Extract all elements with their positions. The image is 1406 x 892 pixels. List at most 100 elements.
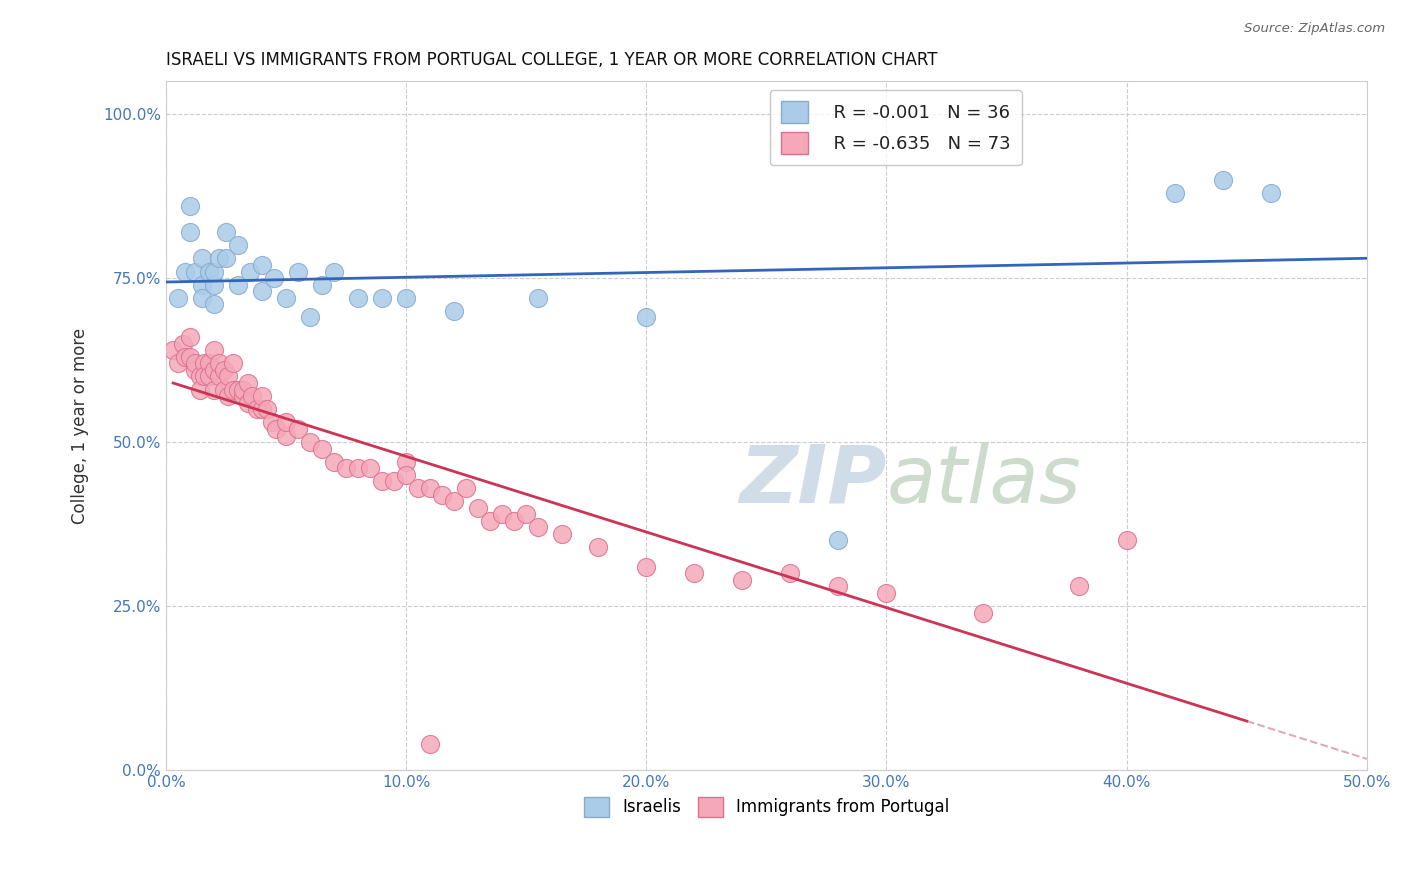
Point xyxy=(779,566,801,581)
Point xyxy=(198,369,221,384)
Point xyxy=(226,383,249,397)
Point xyxy=(212,383,235,397)
Point xyxy=(347,461,370,475)
Point xyxy=(179,225,201,239)
Point xyxy=(406,481,429,495)
Point xyxy=(527,291,550,305)
Point xyxy=(226,238,249,252)
Point xyxy=(323,455,346,469)
Point xyxy=(731,573,754,587)
Point xyxy=(456,481,478,495)
Point xyxy=(479,514,502,528)
Point xyxy=(491,507,513,521)
Point xyxy=(246,402,269,417)
Point xyxy=(263,271,285,285)
Point xyxy=(827,533,849,548)
Point xyxy=(239,264,262,278)
Point xyxy=(419,737,441,751)
Point xyxy=(174,350,197,364)
Point xyxy=(236,395,259,409)
Point xyxy=(274,291,297,305)
Point xyxy=(311,442,333,456)
Point xyxy=(250,402,273,417)
Point xyxy=(371,475,394,489)
Point xyxy=(215,225,238,239)
Point xyxy=(208,252,231,266)
Point xyxy=(184,264,207,278)
Point xyxy=(274,428,297,442)
Point xyxy=(1115,533,1137,548)
Point xyxy=(162,343,184,358)
Point xyxy=(443,304,465,318)
Point xyxy=(232,389,254,403)
Point xyxy=(299,310,322,325)
Point xyxy=(222,356,245,370)
Point xyxy=(242,389,264,403)
Point xyxy=(167,356,190,370)
Point xyxy=(299,435,322,450)
Point xyxy=(179,350,201,364)
Point xyxy=(191,291,214,305)
Point xyxy=(876,586,898,600)
Point xyxy=(430,487,453,501)
Point xyxy=(184,363,207,377)
Text: atlas: atlas xyxy=(887,442,1081,520)
Point xyxy=(188,383,211,397)
Point xyxy=(193,356,215,370)
Point xyxy=(323,264,346,278)
Point xyxy=(198,264,221,278)
Point xyxy=(260,416,283,430)
Point xyxy=(515,507,537,521)
Text: ZIP: ZIP xyxy=(740,442,887,520)
Point xyxy=(191,252,214,266)
Point xyxy=(232,383,254,397)
Point xyxy=(202,343,225,358)
Point xyxy=(467,500,489,515)
Point xyxy=(636,559,658,574)
Point xyxy=(250,389,273,403)
Point xyxy=(202,363,225,377)
Point xyxy=(174,264,197,278)
Point xyxy=(266,422,288,436)
Point xyxy=(236,376,259,390)
Point xyxy=(184,356,207,370)
Point xyxy=(1067,579,1090,593)
Point xyxy=(551,527,574,541)
Point xyxy=(287,264,309,278)
Point xyxy=(287,422,309,436)
Point xyxy=(250,258,273,272)
Point xyxy=(335,461,357,475)
Point xyxy=(202,277,225,292)
Point xyxy=(172,336,194,351)
Point xyxy=(208,356,231,370)
Point xyxy=(527,520,550,534)
Point xyxy=(208,369,231,384)
Point xyxy=(827,579,849,593)
Point xyxy=(188,369,211,384)
Point xyxy=(1260,186,1282,200)
Point xyxy=(419,481,441,495)
Point xyxy=(311,277,333,292)
Point xyxy=(202,297,225,311)
Point xyxy=(167,291,190,305)
Point xyxy=(222,383,245,397)
Point xyxy=(382,475,405,489)
Point xyxy=(198,356,221,370)
Legend: Israelis, Immigrants from Portugal: Israelis, Immigrants from Portugal xyxy=(576,790,956,823)
Point xyxy=(503,514,526,528)
Point xyxy=(683,566,706,581)
Point xyxy=(443,494,465,508)
Point xyxy=(215,252,238,266)
Point xyxy=(588,540,610,554)
Point xyxy=(202,264,225,278)
Text: ISRAELI VS IMMIGRANTS FROM PORTUGAL COLLEGE, 1 YEAR OR MORE CORRELATION CHART: ISRAELI VS IMMIGRANTS FROM PORTUGAL COLL… xyxy=(166,51,938,69)
Point xyxy=(371,291,394,305)
Point xyxy=(347,291,370,305)
Point xyxy=(1212,172,1234,186)
Point xyxy=(636,310,658,325)
Point xyxy=(191,277,214,292)
Point xyxy=(179,330,201,344)
Point xyxy=(250,284,273,298)
Point xyxy=(217,369,239,384)
Point xyxy=(395,467,418,482)
